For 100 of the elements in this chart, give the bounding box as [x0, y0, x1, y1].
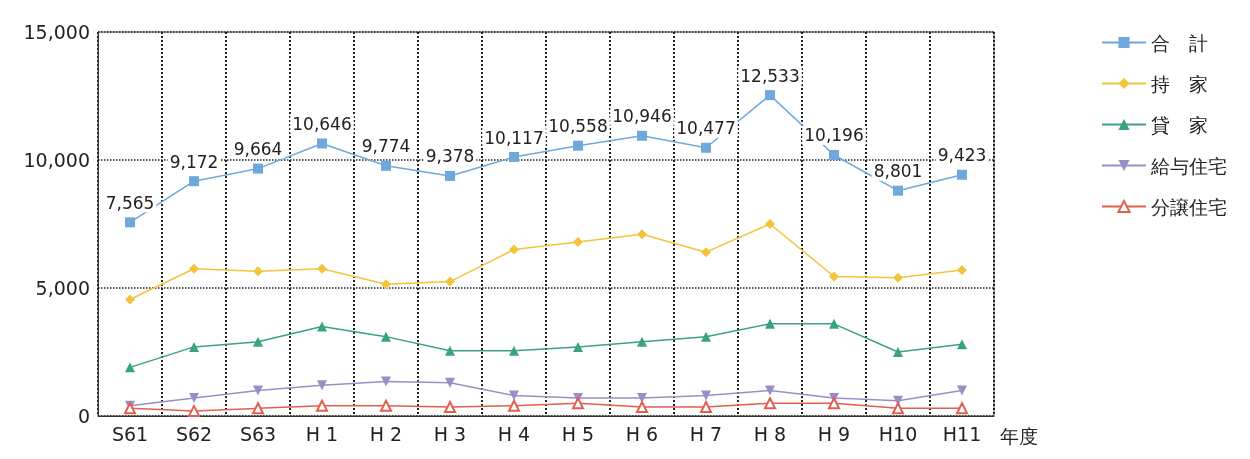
y-tick-label: 10,000: [23, 149, 90, 171]
x-tick-label: S61: [111, 422, 149, 445]
point: [445, 276, 455, 287]
data-label: 12,533: [740, 65, 800, 86]
data-label: 10,117: [484, 127, 544, 148]
point: [381, 376, 391, 387]
data-label: 10,946: [612, 106, 672, 127]
data-label: 9,423: [937, 145, 987, 166]
data-label: 7,565: [105, 192, 155, 213]
data-label: 10,196: [804, 125, 864, 146]
y-tick-label: 5,000: [35, 277, 90, 299]
x-tick-label: H 9: [817, 422, 851, 445]
point: [445, 377, 455, 388]
data-label: 8,801: [873, 161, 923, 182]
point: [701, 142, 711, 153]
point: [829, 318, 839, 329]
x-tick-label: H 5: [561, 422, 595, 445]
point: [189, 176, 199, 187]
point: [316, 399, 328, 412]
legend-label: 給与住宅: [1150, 154, 1227, 177]
point: [509, 345, 519, 356]
point: [252, 402, 264, 415]
point: [829, 149, 839, 160]
x-tick-label: S63: [239, 422, 277, 445]
point: [700, 401, 712, 414]
point: [765, 318, 775, 329]
data-label: 9,378: [425, 146, 475, 167]
point: [893, 347, 903, 357]
x-tick-label: H 1: [305, 422, 339, 445]
point: [445, 170, 455, 181]
point: [701, 331, 711, 342]
point: [637, 336, 647, 347]
point: [444, 401, 456, 414]
point: [381, 279, 391, 290]
point: [957, 385, 967, 396]
x-tick-label: S62: [175, 422, 213, 445]
x-tick-label: H10: [878, 422, 918, 445]
y-tick-label: 0: [77, 405, 90, 427]
legend-label: 合 計: [1151, 31, 1208, 54]
point: [125, 294, 135, 305]
point: [253, 336, 263, 347]
point: [893, 272, 903, 283]
point: [764, 397, 776, 410]
x-tick-label: H 8: [753, 422, 787, 445]
point: [317, 321, 327, 332]
legend-label: 持 家: [1151, 72, 1208, 95]
point: [828, 397, 840, 410]
point: [701, 247, 711, 258]
data-label: 9,664: [233, 139, 283, 160]
point: [253, 266, 263, 277]
point: [253, 385, 263, 396]
point: [125, 217, 135, 228]
point: [572, 397, 584, 410]
data-label: 10,558: [548, 116, 608, 137]
data-label: 10,646: [292, 113, 352, 134]
point: [637, 130, 647, 141]
x-tick-label: H 6: [625, 422, 659, 445]
point: [637, 229, 647, 240]
point: [829, 271, 839, 282]
point: [573, 140, 583, 151]
point: [957, 265, 967, 276]
point: [317, 263, 327, 274]
x-tick-label: H 4: [497, 422, 531, 445]
point: [380, 399, 392, 412]
point: [381, 160, 391, 171]
point: [124, 402, 136, 415]
point: [381, 331, 391, 342]
x-tick-label: H 7: [689, 422, 723, 445]
point: [508, 399, 520, 412]
data-label: 9,172: [169, 151, 219, 172]
point: [893, 185, 903, 196]
point: [189, 393, 199, 404]
legend-label: 貸 家: [1151, 113, 1208, 136]
point: [892, 402, 904, 415]
point: [956, 402, 968, 415]
x-tick-label: H 2: [369, 422, 403, 445]
y-tick-label: 15,000: [23, 21, 90, 43]
point: [957, 339, 967, 350]
x-tick-label: H 3: [433, 422, 467, 445]
point: [317, 380, 327, 391]
data-label: 9,774: [361, 136, 411, 157]
point: [189, 341, 199, 352]
point: [445, 345, 455, 356]
point: [509, 244, 519, 255]
point: [188, 404, 200, 417]
x-tick-label: H11: [942, 422, 982, 445]
data-label: 10,477: [676, 118, 736, 139]
x-axis-title: 年度: [1000, 424, 1038, 447]
point: [189, 263, 199, 274]
point: [765, 385, 775, 396]
point: [317, 138, 327, 149]
point: [509, 152, 519, 162]
point: [509, 390, 519, 401]
point: [125, 362, 135, 373]
point: [573, 341, 583, 352]
point: [636, 401, 648, 414]
point: [765, 219, 775, 229]
point: [573, 236, 583, 247]
legend-label: 分譲住宅: [1151, 195, 1227, 218]
point: [765, 90, 775, 101]
